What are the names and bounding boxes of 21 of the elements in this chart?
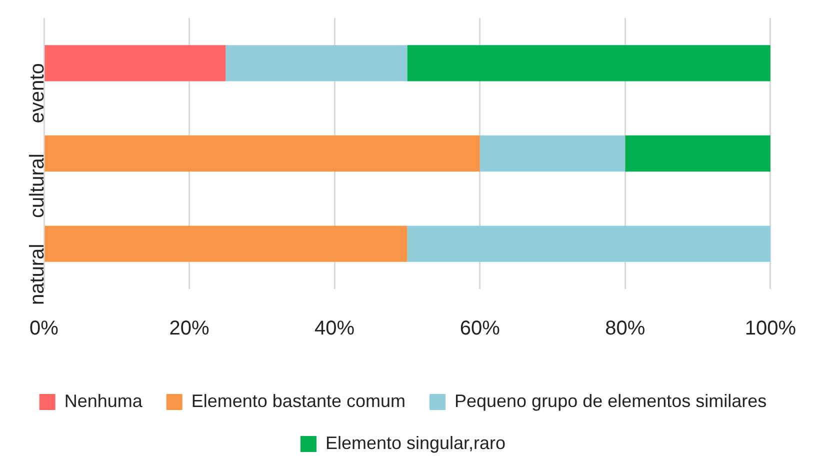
- bar: [44, 226, 408, 262]
- x-tick-label: 60%: [460, 318, 500, 340]
- bar: [625, 135, 770, 172]
- bar: [407, 45, 770, 82]
- bar: [407, 226, 770, 262]
- legend-label: Elemento singular,raro: [325, 432, 506, 453]
- legend-label: Nenhuma: [64, 390, 144, 411]
- legend-label: Elemento bastante comum: [191, 390, 406, 411]
- x-tick-label: 100%: [744, 318, 796, 340]
- x-tick-label: 40%: [314, 318, 355, 340]
- x-tick-label: 0%: [30, 318, 59, 340]
- x-tick-label: 20%: [169, 318, 210, 340]
- y-tick-label: cultural: [26, 154, 49, 218]
- y-tick-label: evento: [26, 63, 49, 124]
- x-tick-label: 80%: [605, 318, 646, 340]
- bar: [226, 45, 408, 82]
- bar: [44, 45, 226, 82]
- bar: [480, 135, 626, 172]
- bar: [44, 135, 480, 172]
- legend-label: Pequeno grupo de elementos similares: [454, 390, 767, 411]
- y-tick-label: natural: [26, 244, 49, 305]
